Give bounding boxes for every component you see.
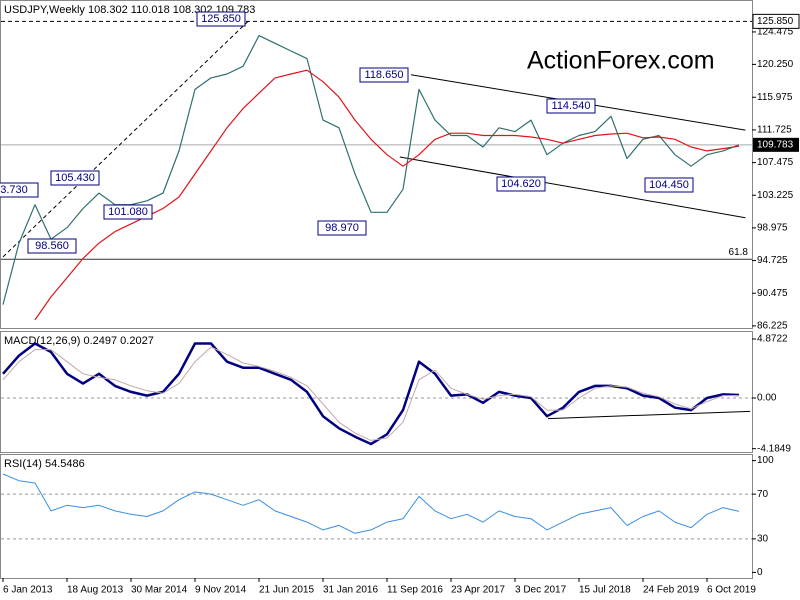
x-tick-label: 24 Feb 2019 — [643, 585, 700, 596]
annotation: 3.730 — [0, 184, 28, 196]
high-label-box — [752, 13, 800, 29]
y-tick-label: 98.975 — [757, 223, 788, 234]
fib-label: 61.8 — [729, 247, 749, 258]
y-tick-label: 70 — [757, 489, 769, 500]
x-tick-label: 21 Jun 2015 — [259, 585, 314, 596]
x-tick-label: 6 Oct 2019 — [707, 585, 756, 596]
panel-title: RSI(14) 54.5486 — [4, 458, 85, 470]
x-tick-label: 30 Mar 2014 — [131, 585, 188, 596]
x-tick-label: 3 Dec 2017 — [515, 585, 567, 596]
trendline — [399, 156, 746, 219]
annotation-box — [496, 176, 546, 192]
annotation: 98.970 — [325, 222, 359, 234]
annotation-box — [644, 177, 694, 193]
series-line — [2, 346, 740, 441]
panel-title: USDJPY,Weekly 108.302 110.018 108.302 10… — [4, 4, 255, 16]
y-tick-label: 0 — [757, 567, 763, 578]
panel-title: MACD(12,26,9) 0.2497 0.2027 — [4, 335, 154, 347]
y-tick-label: 86.225 — [757, 321, 788, 332]
annotation-box — [27, 238, 77, 254]
high-label: 125.850 — [757, 16, 794, 27]
macd-panel — [0, 331, 753, 453]
annotation-box — [546, 98, 596, 114]
trendline — [547, 410, 751, 420]
y-tick-label: 94.725 — [757, 255, 788, 266]
last-price-label: 109.783 — [757, 139, 794, 150]
annotation-box — [359, 67, 409, 83]
y-tick-label: 111.725 — [757, 125, 792, 136]
annotation-box — [50, 170, 100, 186]
series-line — [2, 473, 740, 534]
annotation: 125.850 — [201, 13, 241, 25]
x-tick-label: 11 Sep 2016 — [387, 585, 443, 596]
y-tick-label: 124.475 — [757, 27, 794, 38]
rsi-panel — [0, 454, 753, 579]
annotation: 114.540 — [552, 100, 591, 112]
annotation: 101.080 — [108, 206, 148, 218]
annotation-box — [0, 182, 39, 198]
y-tick-label: 100 — [757, 455, 774, 466]
y-tick-label: 107.475 — [757, 157, 794, 168]
y-tick-label: 90.475 — [757, 288, 788, 299]
annotation: 105.430 — [55, 172, 95, 184]
annotation: 118.650 — [365, 69, 404, 81]
x-tick-label: 23 Apr 2017 — [451, 585, 505, 596]
x-tick-label: 18 Aug 2013 — [67, 585, 124, 596]
y-tick-label: -4.1849 — [757, 443, 791, 454]
annotation-box — [103, 204, 153, 220]
x-tick-label: 9 Nov 2014 — [195, 585, 247, 596]
trendline — [2, 19, 251, 258]
x-tick-label: 15 Jul 2018 — [579, 585, 631, 596]
y-tick-label: 103.225 — [757, 190, 794, 201]
annotation-box — [196, 11, 246, 27]
last-price-box — [753, 137, 799, 152]
y-tick-label: 0.00 — [757, 393, 777, 404]
y-tick-label: 120.250 — [757, 59, 794, 70]
annotation: 98.560 — [35, 240, 69, 252]
annotation: 104.450 — [649, 179, 689, 191]
annotation-box — [317, 220, 367, 236]
y-tick-label: 115.975 — [757, 92, 793, 103]
price-panel — [0, 0, 753, 329]
annotation: 104.620 — [501, 178, 541, 190]
y-tick-label: 30 — [757, 534, 769, 545]
watermark: ActionForex.com — [527, 47, 715, 75]
y-tick-label: 4.8722 — [757, 334, 788, 345]
x-tick-label: 6 Jan 2013 — [3, 585, 53, 596]
x-tick-label: 31 Jan 2016 — [323, 585, 378, 596]
